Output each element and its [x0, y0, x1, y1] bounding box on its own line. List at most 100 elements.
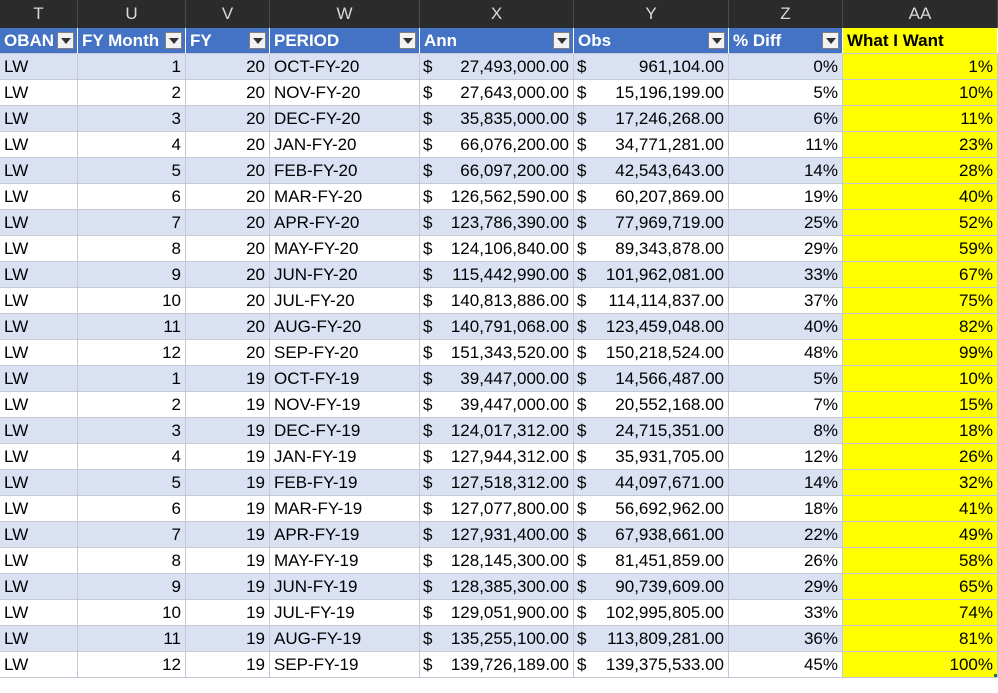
cell-period[interactable]: DEC-FY-19 — [270, 418, 420, 444]
column-letter-t[interactable]: T — [0, 0, 78, 28]
cell-period[interactable]: JUL-FY-20 — [270, 288, 420, 314]
cell-what-i-want[interactable]: 26% — [843, 444, 998, 470]
cell-fy[interactable]: 19 — [186, 626, 270, 652]
cell-what-i-want[interactable]: 1% — [843, 54, 998, 80]
cell-oban[interactable]: LW — [0, 158, 78, 184]
cell-oban[interactable]: LW — [0, 106, 78, 132]
cell-what-i-want[interactable]: 52% — [843, 210, 998, 236]
cell-oban[interactable]: LW — [0, 54, 78, 80]
cell-what-i-want[interactable]: 11% — [843, 106, 998, 132]
filter-dropdown-icon[interactable] — [822, 32, 839, 49]
cell-fy-month[interactable]: 6 — [78, 184, 186, 210]
filter-dropdown-icon[interactable] — [708, 32, 725, 49]
cell-period[interactable]: SEP-FY-20 — [270, 340, 420, 366]
filter-dropdown-icon[interactable] — [57, 32, 74, 49]
cell-what-i-want[interactable]: 74% — [843, 600, 998, 626]
cell-fy-month[interactable]: 9 — [78, 262, 186, 288]
cell-ann[interactable]: $124,106,840.00 — [420, 236, 574, 262]
cell-fy-month[interactable]: 4 — [78, 132, 186, 158]
cell-oban[interactable]: LW — [0, 574, 78, 600]
cell-fy[interactable]: 19 — [186, 496, 270, 522]
cell-oban[interactable]: LW — [0, 236, 78, 262]
cell-obs[interactable]: $24,715,351.00 — [574, 418, 729, 444]
cell-period[interactable]: AUG-FY-20 — [270, 314, 420, 340]
cell-ann[interactable]: $127,077,800.00 — [420, 496, 574, 522]
cell-fy[interactable]: 19 — [186, 470, 270, 496]
cell-pct-diff[interactable]: 48% — [729, 340, 843, 366]
cell-what-i-want[interactable]: 67% — [843, 262, 998, 288]
cell-ann[interactable]: $124,017,312.00 — [420, 418, 574, 444]
cell-fy[interactable]: 19 — [186, 600, 270, 626]
cell-fy[interactable]: 19 — [186, 418, 270, 444]
filter-dropdown-icon[interactable] — [399, 32, 416, 49]
cell-period[interactable]: MAR-FY-20 — [270, 184, 420, 210]
cell-obs[interactable]: $56,692,962.00 — [574, 496, 729, 522]
cell-oban[interactable]: LW — [0, 470, 78, 496]
cell-period[interactable]: JAN-FY-19 — [270, 444, 420, 470]
cell-period[interactable]: SEP-FY-19 — [270, 652, 420, 678]
cell-fy[interactable]: 20 — [186, 314, 270, 340]
cell-fy-month[interactable]: 12 — [78, 340, 186, 366]
cell-oban[interactable]: LW — [0, 80, 78, 106]
cell-obs[interactable]: $90,739,609.00 — [574, 574, 729, 600]
cell-pct-diff[interactable]: 14% — [729, 158, 843, 184]
cell-fy[interactable]: 20 — [186, 210, 270, 236]
cell-ann[interactable]: $128,145,300.00 — [420, 548, 574, 574]
cell-fy[interactable]: 19 — [186, 444, 270, 470]
cell-fy[interactable]: 20 — [186, 262, 270, 288]
cell-pct-diff[interactable]: 33% — [729, 262, 843, 288]
cell-pct-diff[interactable]: 37% — [729, 288, 843, 314]
cell-oban[interactable]: LW — [0, 184, 78, 210]
cell-oban[interactable]: LW — [0, 210, 78, 236]
cell-oban[interactable]: LW — [0, 418, 78, 444]
cell-pct-diff[interactable]: 7% — [729, 392, 843, 418]
cell-oban[interactable]: LW — [0, 340, 78, 366]
column-letter-aa[interactable]: AA — [843, 0, 998, 28]
filter-dropdown-icon[interactable] — [553, 32, 570, 49]
cell-pct-diff[interactable]: 6% — [729, 106, 843, 132]
cell-obs[interactable]: $77,969,719.00 — [574, 210, 729, 236]
cell-fy-month[interactable]: 2 — [78, 392, 186, 418]
cell-oban[interactable]: LW — [0, 392, 78, 418]
header-fy-month[interactable]: FY Month — [78, 28, 186, 54]
cell-fy[interactable]: 20 — [186, 184, 270, 210]
cell-obs[interactable]: $44,097,671.00 — [574, 470, 729, 496]
cell-period[interactable]: APR-FY-20 — [270, 210, 420, 236]
cell-period[interactable]: JAN-FY-20 — [270, 132, 420, 158]
cell-pct-diff[interactable]: 33% — [729, 600, 843, 626]
cell-pct-diff[interactable]: 14% — [729, 470, 843, 496]
cell-oban[interactable]: LW — [0, 652, 78, 678]
cell-period[interactable]: MAY-FY-19 — [270, 548, 420, 574]
cell-what-i-want[interactable]: 100% — [843, 652, 998, 678]
cell-fy[interactable]: 19 — [186, 652, 270, 678]
cell-pct-diff[interactable]: 8% — [729, 418, 843, 444]
cell-pct-diff[interactable]: 29% — [729, 236, 843, 262]
cell-what-i-want[interactable]: 65% — [843, 574, 998, 600]
cell-pct-diff[interactable]: 19% — [729, 184, 843, 210]
cell-fy[interactable]: 19 — [186, 548, 270, 574]
cell-fy-month[interactable]: 5 — [78, 470, 186, 496]
cell-oban[interactable]: LW — [0, 314, 78, 340]
cell-pct-diff[interactable]: 26% — [729, 548, 843, 574]
cell-what-i-want[interactable]: 32% — [843, 470, 998, 496]
cell-obs[interactable]: $34,771,281.00 — [574, 132, 729, 158]
header-period[interactable]: PERIOD — [270, 28, 420, 54]
cell-what-i-want[interactable]: 28% — [843, 158, 998, 184]
cell-what-i-want[interactable]: 99% — [843, 340, 998, 366]
cell-what-i-want[interactable]: 15% — [843, 392, 998, 418]
cell-ann[interactable]: $27,493,000.00 — [420, 54, 574, 80]
cell-oban[interactable]: LW — [0, 366, 78, 392]
cell-ann[interactable]: $115,442,990.00 — [420, 262, 574, 288]
cell-ann[interactable]: $126,562,590.00 — [420, 184, 574, 210]
cell-period[interactable]: DEC-FY-20 — [270, 106, 420, 132]
cell-oban[interactable]: LW — [0, 626, 78, 652]
cell-fy-month[interactable]: 7 — [78, 210, 186, 236]
cell-period[interactable]: MAR-FY-19 — [270, 496, 420, 522]
cell-ann[interactable]: $140,791,068.00 — [420, 314, 574, 340]
cell-obs[interactable]: $89,343,878.00 — [574, 236, 729, 262]
cell-pct-diff[interactable]: 40% — [729, 314, 843, 340]
header-what-i-want[interactable]: What I Want — [843, 28, 998, 54]
cell-ann[interactable]: $39,447,000.00 — [420, 392, 574, 418]
cell-obs[interactable]: $67,938,661.00 — [574, 522, 729, 548]
cell-ann[interactable]: $66,097,200.00 — [420, 158, 574, 184]
